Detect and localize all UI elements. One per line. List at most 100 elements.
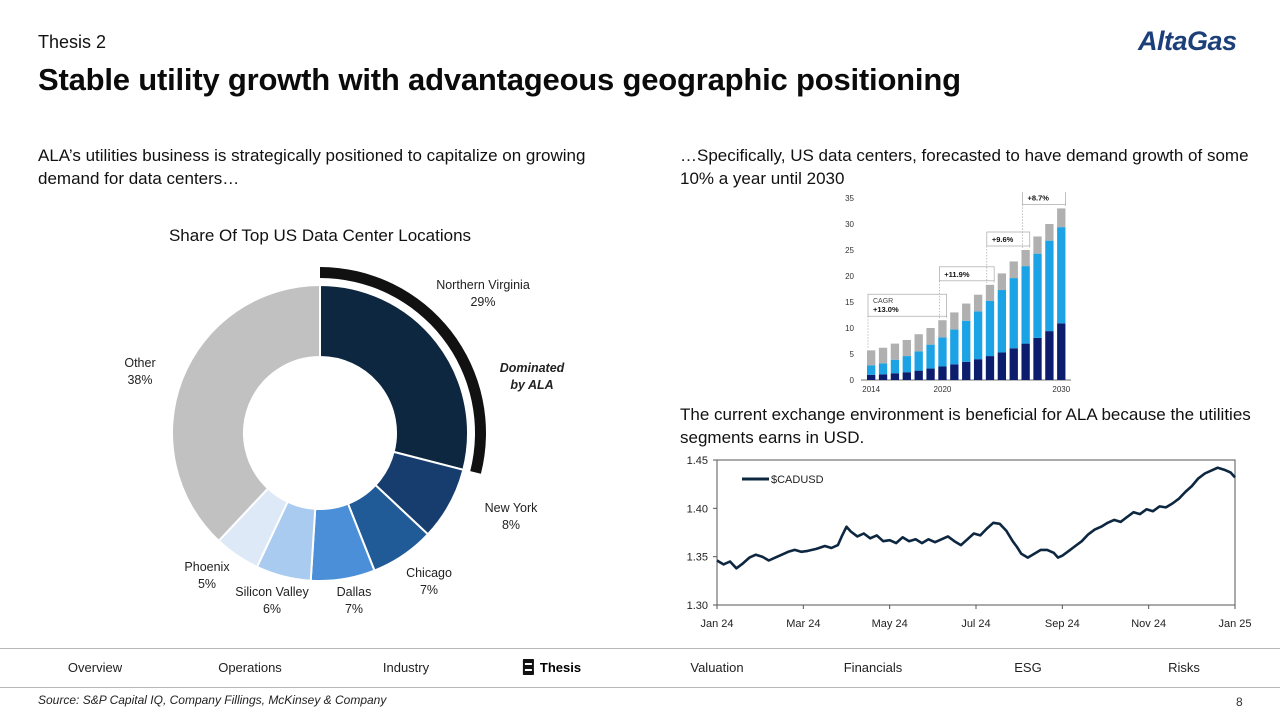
nav-item-industry[interactable]: Industry [383, 649, 429, 687]
bar-segment [926, 344, 935, 369]
donut-chart [171, 267, 486, 582]
bar-segment [1033, 337, 1042, 380]
bar-segment [878, 374, 888, 380]
legend-label: $CADUSD [771, 474, 824, 486]
bar-segment [962, 303, 971, 321]
bar-x-tick-label: 2030 [1052, 385, 1070, 394]
nav-label: Operations [218, 660, 282, 675]
slice-name: New York [484, 501, 538, 515]
bar-segment [985, 284, 995, 301]
cagr-value: +11.9% [944, 270, 970, 279]
source-note: Source: S&P Capital IQ, Company Fillings… [38, 693, 387, 707]
bar-segment [1033, 253, 1042, 338]
line-y-tick-label: 1.35 [687, 552, 708, 564]
dominated-annotation: Dominated by ALA [486, 360, 578, 394]
slice-pct: 7% [419, 583, 439, 597]
nav-item-operations[interactable]: Operations [218, 649, 282, 687]
donut-label-phoenix: Phoenix 5% [176, 559, 238, 593]
bar-segment [926, 328, 935, 345]
bar-segment [962, 320, 971, 362]
bar-y-tick-label: 0 [850, 376, 855, 385]
line-x-tick-label: Jan 24 [700, 618, 733, 630]
bar-y-tick-label: 5 [850, 350, 855, 359]
slice-pct: 29% [470, 295, 496, 309]
cagr-caption: CAGR [873, 298, 893, 305]
bar-segment [1033, 236, 1042, 254]
bar-segment [962, 361, 971, 380]
bar-x-tick-label: 2014 [862, 385, 880, 394]
cadusd-line-chart: 1.45 1.40 1.35 1.30 Jan 24 Mar 24 May 24 Jul 24… [687, 455, 1252, 630]
nav-item-risks[interactable]: Risks [1168, 649, 1200, 687]
cagr-box [938, 266, 995, 282]
book-icon [522, 659, 534, 675]
bar-segment [890, 359, 900, 374]
bar-segment [950, 329, 959, 365]
bar-segment [1009, 348, 1018, 380]
slice-name: Dallas [336, 585, 372, 599]
page-title: Stable utility growth with advantageous … [38, 62, 961, 97]
bar-segment [1021, 343, 1030, 380]
cagr-box [1022, 192, 1066, 205]
bar-segment [902, 339, 911, 357]
bar-segment [926, 368, 935, 380]
bar-segment [938, 337, 947, 367]
bar-segment [1021, 266, 1030, 344]
company-logo: AltaGas [1138, 26, 1237, 56]
nav-item-thesis[interactable]: Thesis [522, 649, 581, 687]
bar-segment [938, 366, 947, 380]
section-nav: Overview Operations Industry Thesis Valu… [0, 648, 1280, 688]
bar-segment [867, 365, 876, 375]
bar-segment [1057, 227, 1066, 324]
bar-segment [1057, 323, 1066, 380]
left-intro-text: ALA’s utilities business is strategicall… [38, 146, 586, 188]
bar-segment [973, 294, 983, 312]
slice-name: Phoenix [184, 560, 230, 574]
slice-name: Other [124, 356, 156, 370]
donut-slice-northern-virginia [319, 283, 469, 472]
bar-segment [985, 356, 995, 380]
donut-chart-title: Share Of Top US Data Center Locations [168, 226, 472, 245]
cagr-value: +8.7% [1027, 193, 1049, 202]
bar-y-tick-label: 35 [845, 194, 854, 203]
bar-segment [1021, 250, 1030, 267]
line-x-tick-label: Sep 24 [1045, 618, 1080, 630]
nav-label: Overview [67, 660, 123, 675]
annotation-line: Dominated [499, 361, 565, 375]
cadusd-series-line [716, 466, 1236, 570]
cagr-box [986, 231, 1031, 247]
slice-name: Northern Virginia [436, 278, 530, 292]
donut-label-northern-virginia: Northern Virginia 29% [423, 277, 543, 311]
nav-label: ESG [1014, 660, 1042, 675]
bar-segment [1057, 208, 1066, 228]
bar-segment [890, 343, 900, 360]
nav-label: Risks [1168, 660, 1200, 675]
bar-segment [1045, 240, 1054, 332]
bar-segment [902, 356, 911, 373]
bar-x-tick-label: 2020 [934, 385, 952, 394]
donut-label-new-york: New York 8% [470, 500, 552, 534]
section-kicker: Thesis 2 [38, 32, 107, 52]
nav-item-financials[interactable]: Financials [844, 649, 903, 687]
right-intro-text: …Specifically, US data centers, forecast… [680, 146, 1249, 188]
bar-segment [867, 374, 876, 380]
bar-segment [914, 370, 923, 380]
bar-segment [914, 334, 923, 352]
bar-segment [950, 364, 959, 380]
donut-label-dallas: Dallas 7% [324, 584, 384, 618]
line-x-tick-label: Jan 25 [1218, 618, 1251, 630]
bar-segment [997, 290, 1007, 353]
line-x-tick-label: Jul 24 [961, 618, 990, 630]
bar-y-tick-label: 20 [845, 272, 854, 281]
line-y-tick-label: 1.40 [687, 503, 708, 515]
nav-label: Financials [843, 660, 903, 675]
nav-item-esg[interactable]: ESG [1014, 649, 1041, 687]
slice-pct: 5% [197, 577, 217, 591]
bar-segment [914, 351, 923, 371]
cagr-value: +13.0% [873, 305, 899, 314]
line-y-tick-label: 1.45 [687, 455, 708, 467]
nav-item-valuation[interactable]: Valuation [690, 649, 743, 687]
nav-item-overview[interactable]: Overview [68, 649, 122, 687]
bar-segment [997, 273, 1007, 291]
line-x-tick-label: Mar 24 [786, 618, 820, 630]
bar-segment [973, 359, 983, 380]
